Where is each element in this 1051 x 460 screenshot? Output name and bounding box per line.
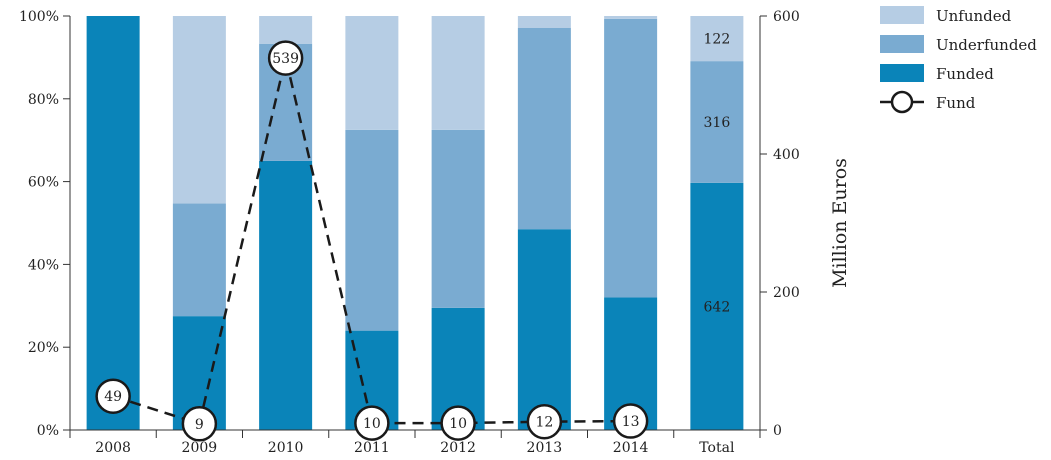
- fund-marker-label-2009: 9: [195, 417, 204, 433]
- left-tick-label-100: 100%: [19, 9, 59, 25]
- axes-layer: 0% 20% 40% 60% 80% 100% 0 200 400 600 2008 2009 2010…: [19, 9, 800, 456]
- legend-swatch-funded: [880, 64, 924, 82]
- right-tick-label-400: 400: [773, 147, 800, 163]
- bar-total-funded: [690, 182, 744, 430]
- legend-swatch-underfunded: [880, 35, 924, 53]
- bar-label-total-underfunded: 316: [704, 115, 731, 131]
- legend-label-fund: Fund: [936, 94, 976, 112]
- legend-swatch-unfunded: [880, 6, 924, 24]
- legend: Unfunded Underfunded Funded Fund: [880, 6, 1037, 114]
- x-tick-label-2008: 2008: [95, 440, 131, 456]
- left-tick-label-0: 0%: [37, 423, 59, 439]
- bar-2012-unfunded: [431, 16, 485, 130]
- fund-marker-label-2010: 539: [272, 51, 299, 67]
- x-tick-label-2012: 2012: [440, 440, 476, 456]
- bar-2010-funded: [259, 160, 313, 430]
- bar-2011-unfunded: [345, 16, 399, 130]
- bar-2013-unfunded: [517, 16, 571, 29]
- bar-2010-unfunded: [259, 16, 313, 44]
- bar-2012-underfunded: [431, 129, 485, 308]
- legend-label-unfunded: Unfunded: [936, 7, 1012, 25]
- x-tick-label-2013: 2013: [527, 440, 563, 456]
- bar-2013-funded: [517, 229, 571, 430]
- x-tick-label-2014: 2014: [613, 440, 649, 456]
- x-tick-label-2009: 2009: [182, 440, 218, 456]
- bar-total-underfunded: [690, 61, 744, 183]
- fund-marker-2008: [95, 378, 131, 414]
- x-tick-label-2010: 2010: [268, 440, 304, 456]
- fund-marker-2013: [526, 403, 563, 440]
- fund-marker-label-2014: 13: [622, 414, 640, 430]
- x-tick-label-total: Total: [699, 440, 735, 456]
- fund-marker-2014: [612, 403, 649, 439]
- bar-label-total-unfunded: 122: [704, 32, 731, 48]
- x-tick-label-2011: 2011: [354, 440, 390, 456]
- left-tick-label-80: 80%: [28, 92, 59, 108]
- bar-2008-funded: [86, 16, 140, 430]
- fund-marker-2009: [181, 406, 218, 442]
- fund-marker-label-2012: 10: [449, 416, 467, 432]
- fund-marker-label-2008: 49: [104, 389, 122, 405]
- right-tick-label-600: 600: [773, 9, 800, 25]
- left-tick-label-40: 40%: [28, 257, 59, 273]
- fund-marker-label-2013: 12: [535, 415, 553, 431]
- right-tick-label-200: 200: [773, 285, 800, 301]
- left-tick-label-60: 60%: [28, 175, 59, 191]
- bar-2014-unfunded: [604, 16, 658, 19]
- bar-2009-underfunded: [172, 203, 226, 317]
- fund-line-layer: 49 9 539 10 10 12 13: [95, 40, 649, 442]
- bar-2009-unfunded: [172, 16, 226, 204]
- bar-2013-underfunded: [517, 28, 571, 230]
- legend-label-funded: Funded: [936, 65, 994, 83]
- bar-label-total-funded: 642: [704, 299, 731, 315]
- right-tick-label-0: 0: [773, 423, 782, 439]
- fund-marker-2012: [440, 405, 476, 441]
- fund-marker-2010: [267, 40, 304, 76]
- right-axis-title: Million Euros: [829, 158, 851, 288]
- left-tick-label-20: 20%: [28, 340, 59, 356]
- bars-layer: 122 316 642: [86, 16, 744, 430]
- legend-label-underfunded: Underfunded: [936, 36, 1037, 54]
- fund-marker-label-2011: 10: [363, 416, 381, 432]
- legend-marker-fund: [890, 90, 914, 114]
- bar-total-unfunded: [690, 16, 744, 62]
- fund-marker-2011: [354, 405, 390, 441]
- bar-2011-underfunded: [345, 129, 399, 331]
- bar-2014-underfunded: [604, 18, 658, 298]
